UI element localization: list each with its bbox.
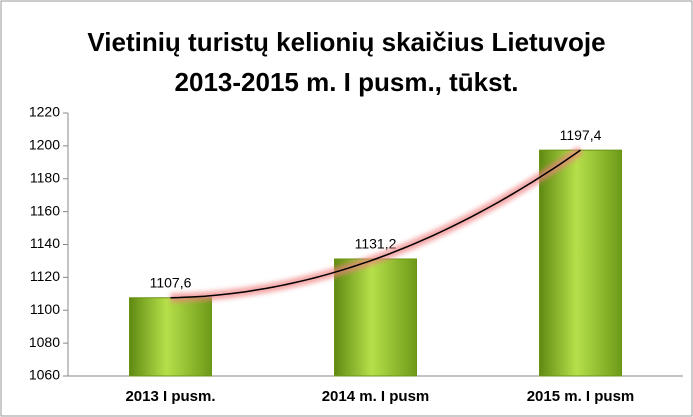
y-tick-label: 1120 bbox=[30, 268, 60, 284]
trendline bbox=[170, 149, 581, 299]
data-label: 1107,6 bbox=[150, 274, 192, 290]
y-tick-label: 1060 bbox=[29, 367, 60, 383]
y-tick-label: 1180 bbox=[30, 169, 60, 185]
data-label: 1197,4 bbox=[560, 127, 602, 143]
chart-title: Vietinių turistų kelionių skaičius Lietu… bbox=[87, 27, 606, 97]
y-tick-label: 1220 bbox=[29, 104, 60, 120]
y-tick-label: 1100 bbox=[30, 301, 60, 317]
y-tick-label: 1160 bbox=[30, 202, 60, 218]
bar bbox=[539, 149, 622, 377]
data-label: 1131,2 bbox=[355, 236, 397, 252]
y-tick-label: 1080 bbox=[29, 334, 60, 350]
x-tick-label: 2015 m. I pusm bbox=[527, 388, 635, 405]
y-tick-label: 1140 bbox=[30, 235, 60, 251]
y-tick-label: 1200 bbox=[29, 137, 60, 153]
bar bbox=[334, 258, 417, 377]
x-tick-label: 2013 I pusm. bbox=[125, 388, 215, 405]
bar bbox=[129, 297, 212, 377]
x-tick-label: 2014 m. I pusm bbox=[322, 388, 430, 405]
